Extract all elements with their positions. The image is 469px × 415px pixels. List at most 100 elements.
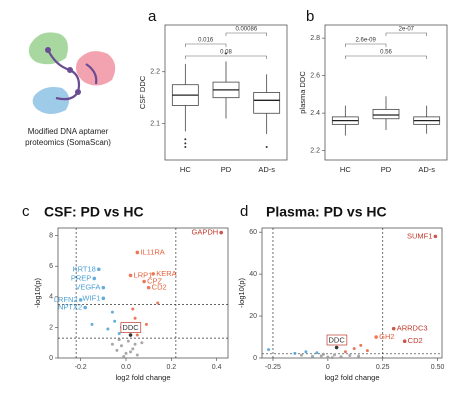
outlier xyxy=(184,146,187,149)
aptamer-strand xyxy=(47,49,81,101)
plot-frame xyxy=(57,227,229,359)
p-value: 0.56 xyxy=(380,50,392,56)
point-label: LRFN2 xyxy=(54,295,78,304)
point xyxy=(402,339,407,344)
significance-bracket xyxy=(185,55,267,59)
point-label: CPZ xyxy=(147,277,162,286)
point-label: GH2 xyxy=(379,332,394,341)
point-label: PREP xyxy=(71,273,91,282)
x-axis-title: log2 fold change xyxy=(324,373,379,382)
point xyxy=(142,279,146,284)
y-tick-label: 2.1 xyxy=(150,120,160,127)
point xyxy=(433,234,438,239)
y-axis-title: -log10(p) xyxy=(237,277,246,308)
point xyxy=(119,344,123,348)
y-tick-label: 0 xyxy=(49,355,53,362)
y-tick-label: 8 xyxy=(49,232,53,239)
caption: proteomics (SomaScan) xyxy=(25,138,111,147)
y-tick-label: 4 xyxy=(49,294,53,301)
point xyxy=(348,353,352,357)
point-label: ARRDC3 xyxy=(397,324,428,333)
point xyxy=(293,351,297,355)
p-value: 0.00086 xyxy=(235,27,257,33)
p-value: 2.6e-09 xyxy=(355,38,376,44)
significance-bracket xyxy=(225,32,267,36)
point xyxy=(101,296,106,301)
x-tick-label: HC xyxy=(340,165,351,174)
point xyxy=(135,333,139,337)
point xyxy=(135,353,139,357)
point xyxy=(97,267,101,272)
point xyxy=(267,348,271,352)
point xyxy=(343,350,347,354)
point-label: DDC xyxy=(329,336,346,345)
point xyxy=(219,230,223,235)
point xyxy=(321,352,325,356)
x-tick-label: HC xyxy=(180,165,191,174)
point xyxy=(144,322,148,326)
outlier xyxy=(265,146,268,149)
point-label: WIF1 xyxy=(82,293,100,302)
point xyxy=(126,339,130,343)
point-label: GAPDH xyxy=(192,228,219,237)
y-tick-label: 2 xyxy=(49,324,53,331)
point xyxy=(151,272,155,276)
x-tick-label: -0.25 xyxy=(265,364,281,371)
point xyxy=(128,333,133,337)
point xyxy=(83,305,87,310)
point xyxy=(133,316,137,320)
point xyxy=(334,345,339,350)
label-box xyxy=(326,334,348,346)
point xyxy=(135,250,140,255)
protein-pink xyxy=(76,51,116,86)
aptamer-illustration: Modified DNA aptamer proteomics (SomaSca… xyxy=(25,32,116,147)
point xyxy=(131,307,135,311)
point xyxy=(339,355,343,359)
protein-blue xyxy=(32,87,70,114)
point xyxy=(315,351,319,355)
point-label: SUMF1 xyxy=(407,231,432,240)
aptamer-strand xyxy=(85,63,98,85)
point xyxy=(319,354,323,358)
y-tick-label: 2.2 xyxy=(150,69,160,76)
panel-title: CSF: PD vs HC xyxy=(44,204,144,220)
p-value: 2e-07 xyxy=(399,27,415,33)
y-axis-title: plasma DDC xyxy=(298,71,307,114)
y-tick-label: 2.4 xyxy=(310,110,320,117)
aptamer-node xyxy=(75,89,81,95)
point xyxy=(131,347,135,351)
y-axis-title: CSF DDC xyxy=(138,75,147,109)
x-tick-label: 0.0 xyxy=(121,364,131,371)
point xyxy=(140,341,144,345)
box xyxy=(253,92,281,114)
point xyxy=(117,332,121,336)
point xyxy=(352,347,356,351)
x-axis-title: log2 fold change xyxy=(115,373,170,382)
point-label: NPTX2 xyxy=(58,303,82,312)
point xyxy=(357,354,361,358)
point xyxy=(391,326,396,331)
point xyxy=(128,273,133,278)
outlier xyxy=(184,138,187,141)
point xyxy=(156,301,160,305)
point-label: DDC xyxy=(122,323,139,332)
significance-bracket xyxy=(385,32,427,36)
point xyxy=(310,354,314,358)
point xyxy=(78,298,83,302)
x-tick-label: 0 xyxy=(326,364,330,371)
point xyxy=(129,350,133,354)
significance-bracket xyxy=(345,55,427,59)
x-tick-label: -0.2 xyxy=(75,364,87,371)
point xyxy=(106,327,110,331)
x-tick-label: AD-s xyxy=(418,165,435,174)
point-label: LRP1 xyxy=(134,270,153,279)
point xyxy=(117,338,121,342)
p-value: 0.08 xyxy=(220,50,232,56)
caption: Modified DNA aptamer xyxy=(28,127,109,136)
point xyxy=(332,353,336,357)
point xyxy=(90,322,94,326)
y-tick-label: 6 xyxy=(49,263,53,270)
point xyxy=(110,310,114,314)
x-tick-label: 0.25 xyxy=(376,364,390,371)
